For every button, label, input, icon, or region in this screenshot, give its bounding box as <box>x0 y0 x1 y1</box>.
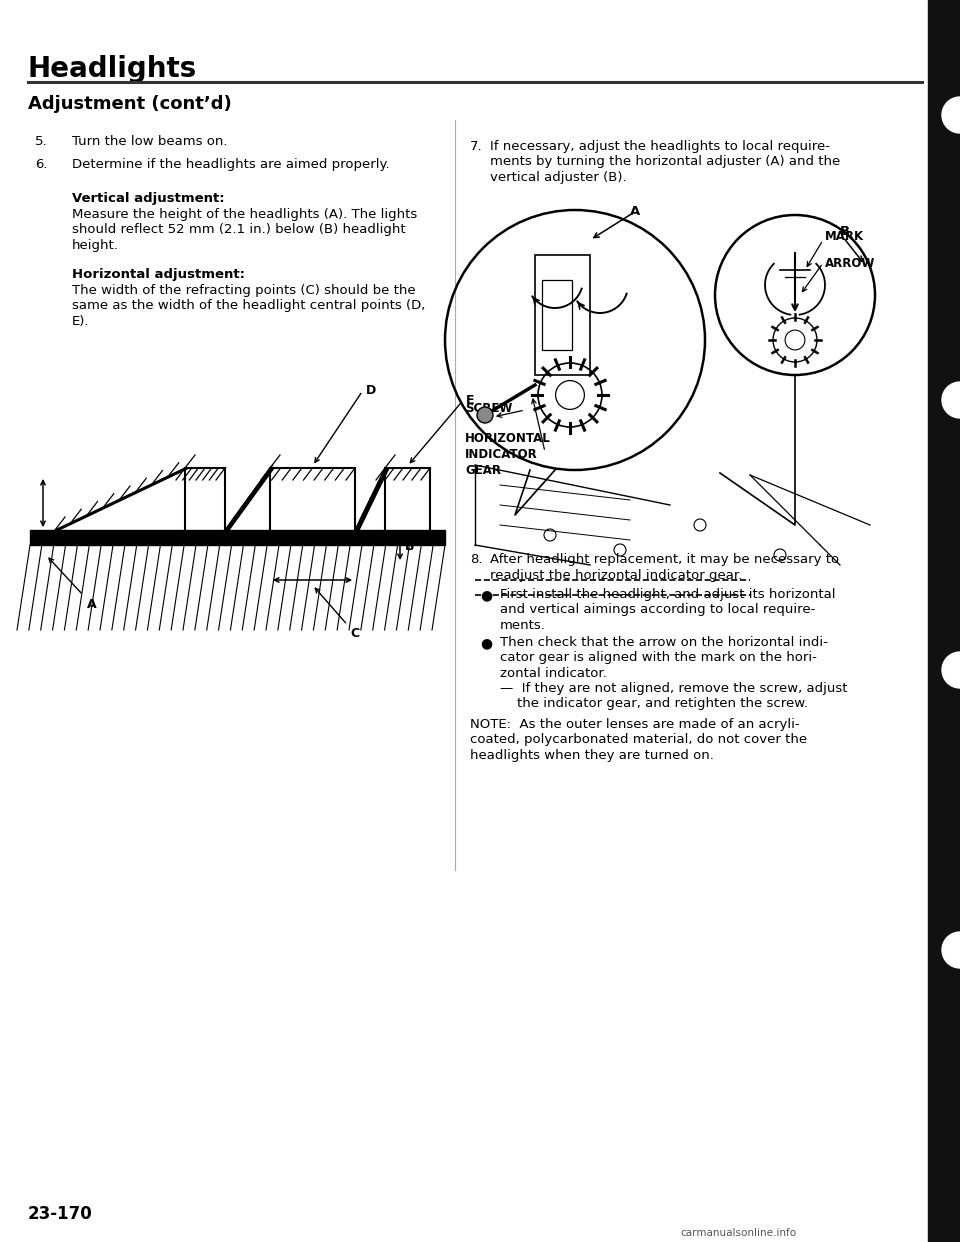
Text: Horizontal adjustment:: Horizontal adjustment: <box>72 268 245 281</box>
Text: —  If they are not aligned, remove the screw, adjust: — If they are not aligned, remove the sc… <box>500 682 848 696</box>
Circle shape <box>477 407 493 424</box>
Text: INDICATOR: INDICATOR <box>465 448 538 461</box>
Text: Measure the height of the headlights (A). The lights: Measure the height of the headlights (A)… <box>72 207 418 221</box>
Text: If necessary, adjust the headlights to local require-: If necessary, adjust the headlights to l… <box>490 140 830 153</box>
Polygon shape <box>355 468 389 530</box>
Text: same as the width of the headlight central points (D,: same as the width of the headlight centr… <box>72 299 425 313</box>
Text: the indicator gear, and retighten the screw.: the indicator gear, and retighten the sc… <box>500 698 808 710</box>
Text: Headlights: Headlights <box>28 55 197 83</box>
Text: 23-170: 23-170 <box>28 1205 93 1223</box>
Text: ments.: ments. <box>500 619 546 632</box>
Wedge shape <box>930 920 960 980</box>
Text: 7.: 7. <box>470 140 483 153</box>
Text: Determine if the headlights are aimed properly.: Determine if the headlights are aimed pr… <box>72 158 390 171</box>
Wedge shape <box>942 97 960 133</box>
Text: SCREW: SCREW <box>465 401 513 415</box>
Text: 5.: 5. <box>35 135 48 148</box>
Text: ments by turning the horizontal adjuster (A) and the: ments by turning the horizontal adjuster… <box>490 155 840 169</box>
Wedge shape <box>930 370 960 430</box>
Text: ARROW: ARROW <box>825 257 876 270</box>
Text: vertical adjuster (B).: vertical adjuster (B). <box>490 171 627 184</box>
Bar <box>928 0 960 1242</box>
Wedge shape <box>930 84 960 145</box>
Text: A: A <box>630 205 640 219</box>
Text: 6.: 6. <box>35 158 47 171</box>
Text: The width of the refracting points (C) should be the: The width of the refracting points (C) s… <box>72 284 416 297</box>
Text: C: C <box>350 627 360 640</box>
Wedge shape <box>942 932 960 968</box>
Text: carmanualsonline.info: carmanualsonline.info <box>680 1228 796 1238</box>
Text: height.: height. <box>72 238 119 252</box>
Text: MARK: MARK <box>825 230 864 243</box>
Text: zontal indicator.: zontal indicator. <box>500 667 607 681</box>
Text: D: D <box>366 384 375 397</box>
Text: GEAR: GEAR <box>465 465 501 477</box>
Text: Turn the low beams on.: Turn the low beams on. <box>72 135 228 148</box>
Text: B: B <box>840 225 851 238</box>
Bar <box>535 255 590 375</box>
Text: readjust the horizontal indicator gear.: readjust the horizontal indicator gear. <box>490 569 742 581</box>
Text: After headlight replacement, it may be necessary to: After headlight replacement, it may be n… <box>490 553 839 566</box>
Text: ●: ● <box>480 587 492 602</box>
Text: headlights when they are turned on.: headlights when they are turned on. <box>470 749 714 763</box>
Text: Adjustment (cont’d): Adjustment (cont’d) <box>28 94 231 113</box>
Polygon shape <box>55 468 189 530</box>
Text: E: E <box>466 394 474 407</box>
Text: First install the headlight, and adjust its horizontal: First install the headlight, and adjust … <box>500 587 835 601</box>
Text: cator gear is aligned with the mark on the hori-: cator gear is aligned with the mark on t… <box>500 652 817 664</box>
Text: E).: E). <box>72 315 89 328</box>
Text: coated, polycarbonated material, do not cover the: coated, polycarbonated material, do not … <box>470 734 807 746</box>
Text: Vertical adjustment:: Vertical adjustment: <box>72 193 225 205</box>
Text: HORIZONTAL: HORIZONTAL <box>465 432 551 445</box>
Wedge shape <box>942 383 960 419</box>
Wedge shape <box>930 640 960 700</box>
Text: Then check that the arrow on the horizontal indi-: Then check that the arrow on the horizon… <box>500 636 828 650</box>
Text: 8.: 8. <box>470 553 483 566</box>
Text: A: A <box>87 597 97 611</box>
Text: and vertical aimings according to local require-: and vertical aimings according to local … <box>500 604 815 616</box>
Bar <box>542 279 572 350</box>
Text: B: B <box>405 540 415 553</box>
Polygon shape <box>225 468 274 530</box>
Text: should reflect 52 mm (2.1 in.) below (B) headlight: should reflect 52 mm (2.1 in.) below (B)… <box>72 224 406 236</box>
Text: NOTE:  As the outer lenses are made of an acryli-: NOTE: As the outer lenses are made of an… <box>470 718 800 732</box>
Text: ●: ● <box>480 636 492 650</box>
Wedge shape <box>942 652 960 688</box>
Bar <box>30 530 445 545</box>
